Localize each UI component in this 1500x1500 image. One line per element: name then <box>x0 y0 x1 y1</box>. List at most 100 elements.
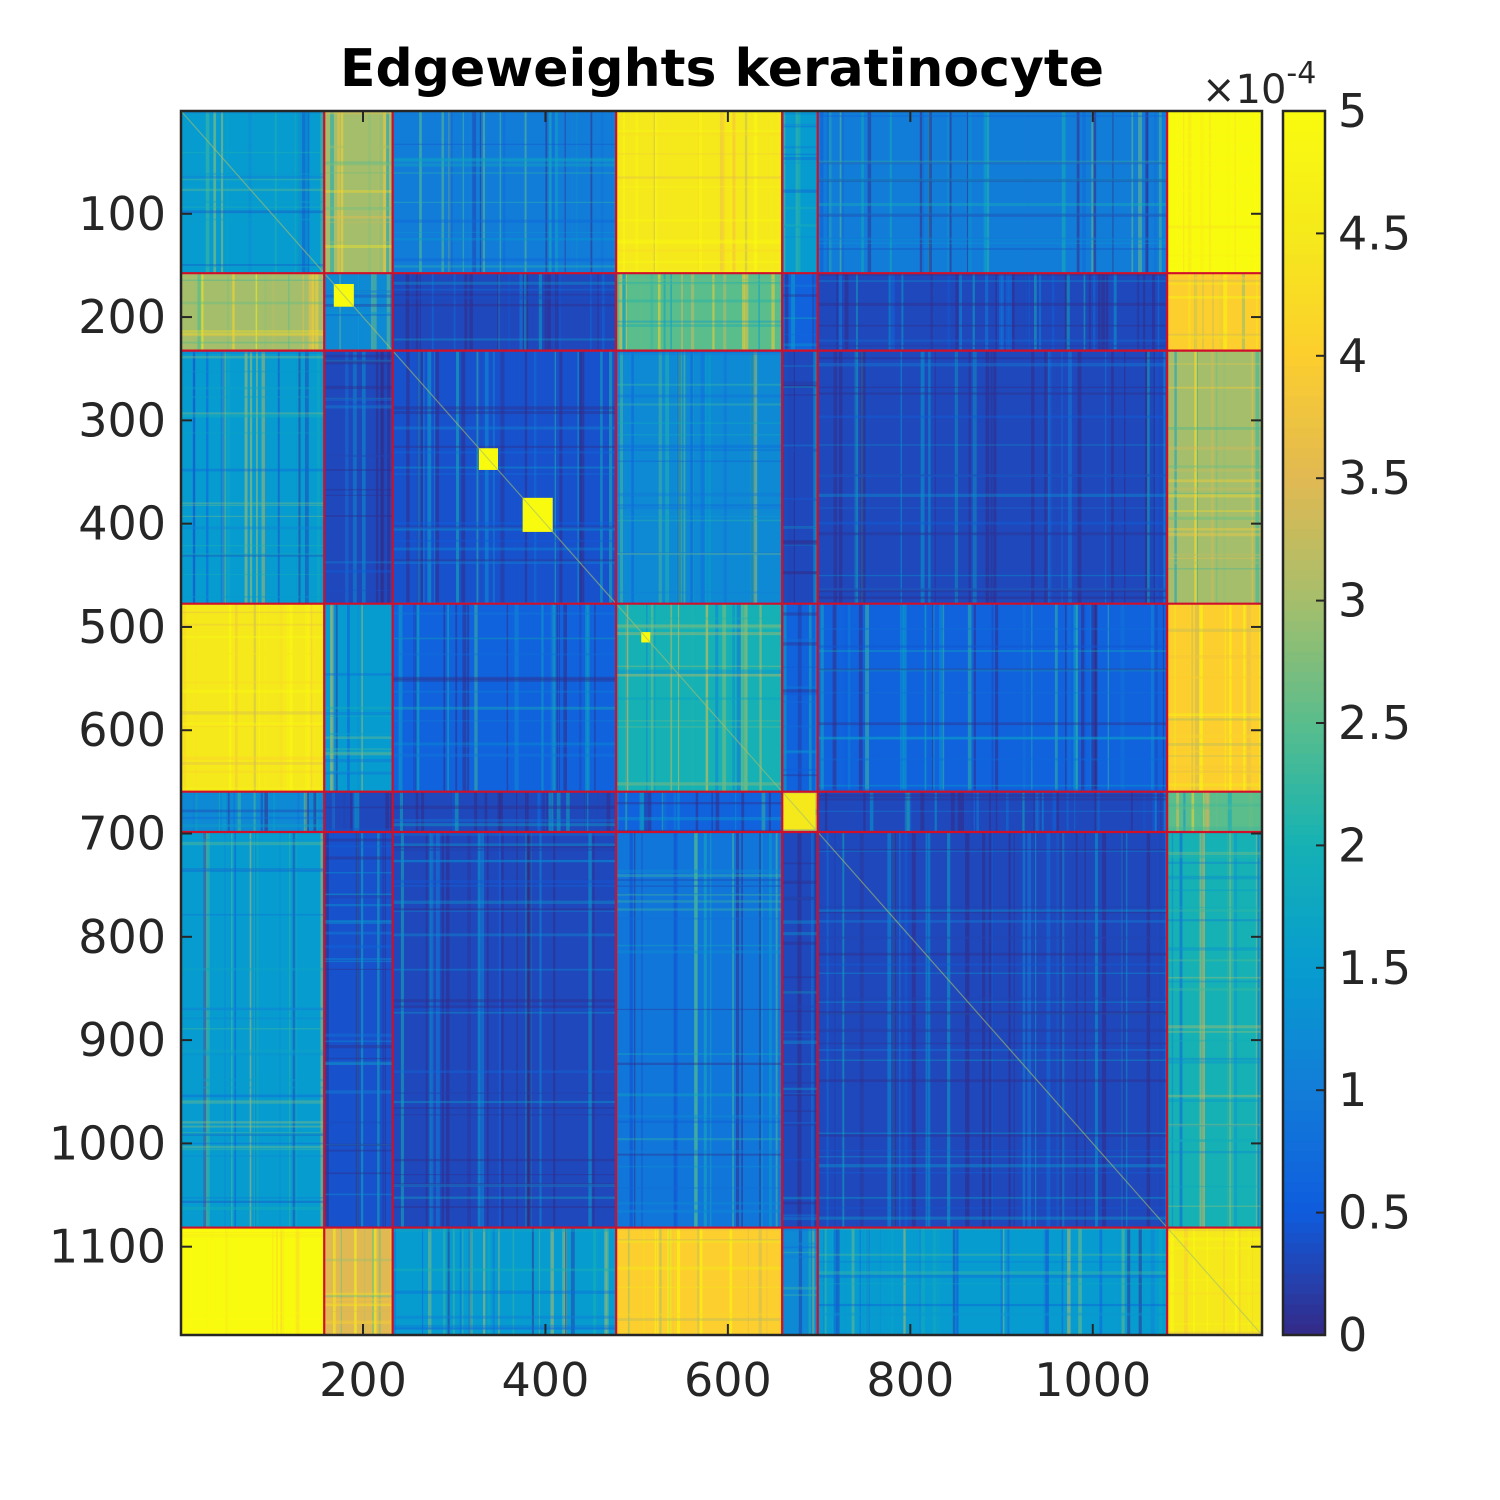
heatmap-streak <box>782 1294 818 1296</box>
heatmap-streak <box>782 1123 818 1126</box>
heatmap-streak <box>942 603 945 792</box>
heatmap-streak <box>181 1049 325 1054</box>
heatmap-streak <box>324 715 393 717</box>
heatmap-streak <box>782 1196 818 1200</box>
heatmap-streak <box>616 504 783 507</box>
heatmap-streak <box>320 111 323 274</box>
heatmap-streak <box>616 351 783 353</box>
heatmap-streak <box>524 111 527 274</box>
heatmap-streak <box>181 1125 325 1128</box>
heatmap-streak <box>782 725 818 728</box>
heatmap-streak <box>817 645 1168 648</box>
heatmap-streak <box>869 791 874 832</box>
heatmap-streak <box>1096 791 1100 832</box>
heatmap-streak <box>324 856 393 860</box>
heatmap-streak <box>181 414 325 418</box>
heatmap-streak <box>181 468 325 472</box>
heatmap-streak <box>392 265 617 268</box>
heatmap-streak <box>1167 770 1262 774</box>
heatmap-streak <box>616 506 783 510</box>
heatmap-streak <box>817 1261 1168 1263</box>
heatmap-streak <box>616 282 783 285</box>
heatmap-streak <box>891 1227 894 1335</box>
heatmap-streak <box>616 720 783 722</box>
heatmap-streak <box>1168 350 1171 604</box>
heatmap-streak <box>181 330 325 333</box>
heatmap-streak <box>1227 831 1229 1228</box>
heatmap-streak <box>817 1049 1168 1051</box>
heatmap-streak <box>976 791 979 832</box>
heatmap-streak <box>1031 603 1033 792</box>
heatmap-streak <box>784 273 789 351</box>
heatmap-streak <box>782 638 818 643</box>
heatmap-streak <box>324 303 393 307</box>
heatmap-streak <box>306 603 311 792</box>
heatmap-streak <box>392 1107 617 1109</box>
heatmap-streak <box>392 1158 617 1162</box>
heatmap-streak <box>1167 1247 1262 1250</box>
heatmap-streak <box>616 176 783 179</box>
heatmap-streak <box>1154 791 1157 832</box>
heatmap-streak <box>925 831 927 1228</box>
heatmap-streak <box>681 273 684 351</box>
heatmap-streak <box>1179 831 1183 1228</box>
heatmap-streak <box>616 403 783 406</box>
heatmap-streak <box>921 1227 925 1335</box>
heatmap-streak <box>655 1227 659 1335</box>
heatmap-streak <box>181 1329 325 1333</box>
heatmap-streak <box>456 350 459 604</box>
heatmap-streak <box>315 273 319 351</box>
heatmap-streak <box>616 665 783 667</box>
heatmap-streak <box>892 831 897 1228</box>
colorbar-segment <box>1283 468 1325 479</box>
heatmap-streak <box>890 273 895 351</box>
heatmap-streak <box>324 361 393 365</box>
heatmap-streak <box>1167 363 1262 365</box>
heatmap-streak <box>616 1286 783 1289</box>
heatmap-streak <box>1167 465 1262 468</box>
heatmap-streak <box>616 893 783 896</box>
colorbar-segment <box>1283 967 1325 979</box>
heatmap-streak <box>181 611 325 614</box>
heatmap-streak <box>324 838 393 842</box>
heatmap-streak <box>324 290 393 293</box>
heatmap-streak <box>782 394 818 396</box>
heatmap-streak <box>723 350 727 604</box>
colorbar-exponent-label: ×10-4 <box>1202 56 1316 113</box>
heatmap-streak <box>324 968 393 970</box>
heatmap-streak <box>616 900 783 903</box>
x-tick-label: 600 <box>684 1353 772 1407</box>
heatmap-streak <box>784 111 786 274</box>
heatmap-streak <box>324 589 393 591</box>
heatmap-streak <box>181 1228 325 1231</box>
heatmap-streak <box>441 831 444 1228</box>
heatmap-streak <box>1040 791 1042 832</box>
heatmap-streak <box>616 299 783 303</box>
heatmap-streak <box>1167 479 1262 483</box>
heatmap-streak <box>570 1227 575 1335</box>
heatmap-streak <box>782 692 818 696</box>
heatmap-streak <box>1167 855 1262 859</box>
heatmap-streak <box>817 213 1168 216</box>
heatmap-streak <box>986 111 990 274</box>
heatmap-streak <box>741 603 746 792</box>
heatmap-streak <box>817 909 1168 912</box>
heatmap-streak <box>700 350 705 604</box>
heatmap-streak <box>662 791 667 832</box>
heatmap-streak <box>616 186 783 188</box>
heatmap-streak <box>324 354 393 358</box>
heatmap-streak <box>324 828 393 832</box>
heatmap-streak <box>782 768 818 771</box>
heatmap-streak <box>545 111 548 274</box>
heatmap-streak <box>551 111 555 274</box>
heatmap-streak <box>324 359 393 363</box>
heatmap-streak <box>1056 791 1059 832</box>
heatmap-streak <box>1167 734 1262 739</box>
heatmap-streak <box>249 350 253 604</box>
heatmap-streak <box>1081 603 1085 792</box>
heatmap-streak <box>1167 492 1262 495</box>
heatmap-streak <box>1198 111 1200 274</box>
colorbar-segment <box>1283 896 1325 908</box>
heatmap-streak <box>392 281 617 285</box>
heatmap-streak <box>782 386 818 388</box>
